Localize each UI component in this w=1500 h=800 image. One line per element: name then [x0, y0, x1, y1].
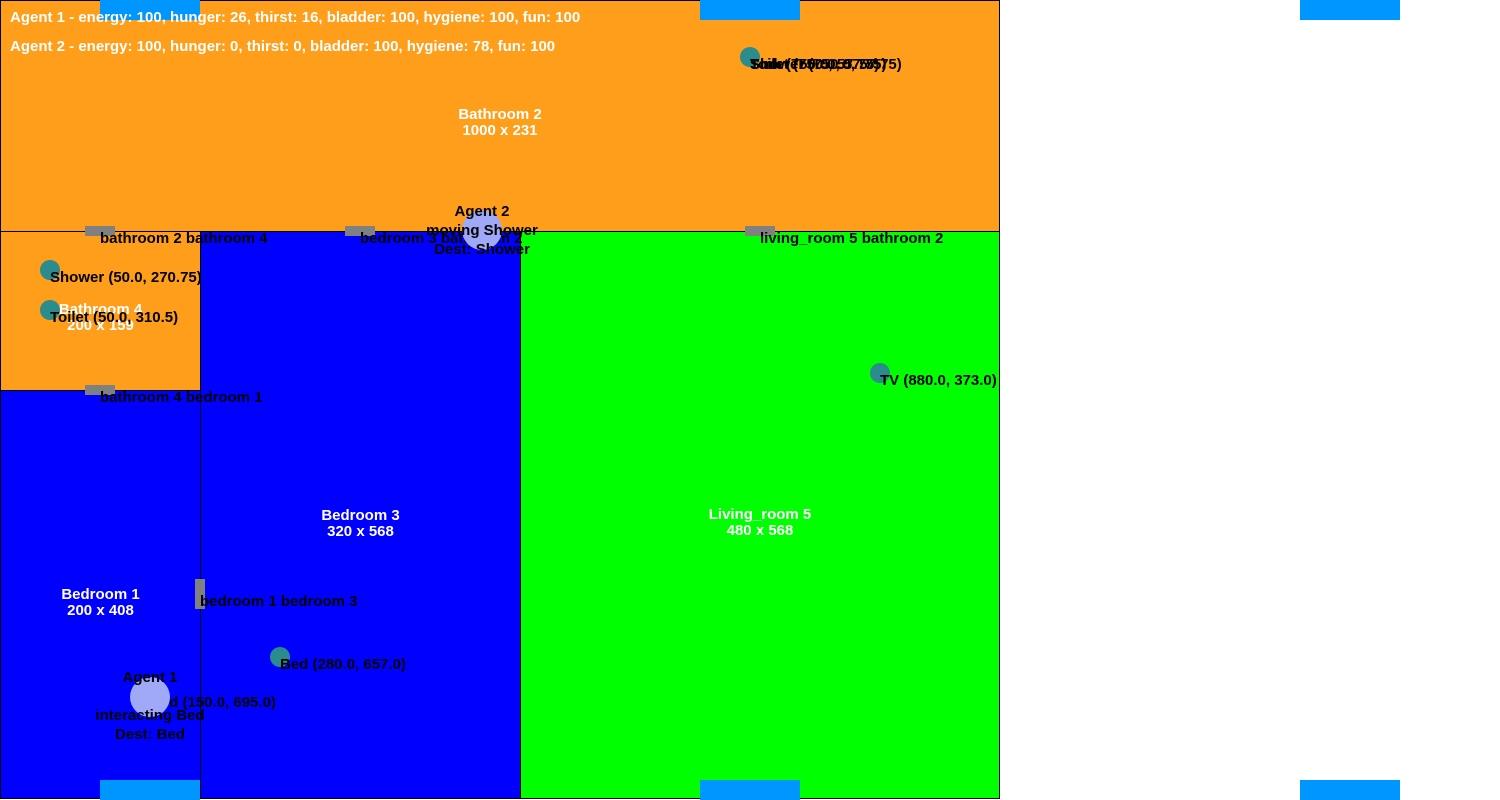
agent-1-label: Agent 1 interacting Bed Dest: Bed: [95, 668, 204, 744]
room-label: Bedroom 1 200 x 408: [1, 587, 200, 619]
door-label: bedroom 1 bedroom 3: [200, 593, 358, 610]
door-label: living_room 5 bathroom 2: [760, 230, 944, 247]
agent-state: moving Shower: [426, 222, 538, 239]
object-label: Sink (750.0, 57.75): [750, 56, 880, 73]
agent-destination: Dest: Bed: [114, 726, 185, 743]
room-living-room-5: Living_room 5 480 x 568: [520, 231, 1000, 799]
agent-state: interacting Bed: [95, 707, 205, 724]
window: [100, 780, 200, 800]
room-name: Bathroom 4: [58, 301, 143, 318]
object-label: Toilet (50.0, 310.5): [50, 309, 179, 326]
room-size: 200 x 408: [67, 602, 134, 619]
agent-destination: Dest: Shower: [434, 241, 530, 258]
window: [100, 0, 200, 20]
room-label: Bathroom 4 200 x 159: [1, 302, 200, 334]
room-size: 320 x 568: [327, 523, 394, 540]
room-size: 200 x 159: [67, 317, 134, 334]
room-size: 1000 x 231: [462, 122, 538, 139]
room-label: Bedroom 3 320 x 568: [201, 508, 520, 540]
object-label: TV (880.0, 373.0): [880, 372, 997, 389]
room-size: 480 x 568: [726, 522, 794, 539]
agent-2-label: Agent 2 moving Shower Dest: Shower: [426, 202, 538, 259]
toilet-object[interactable]: [40, 300, 60, 320]
bed-object[interactable]: [270, 647, 290, 667]
door-bedroom-1-bedroom-3[interactable]: [195, 579, 205, 609]
agent-1-avatar[interactable]: [130, 677, 170, 717]
room-label: Living_room 5 480 x 568: [521, 507, 999, 539]
door-bedroom-3-bathroom-2[interactable]: [345, 226, 375, 236]
object-label: Bed (280.0, 657.0): [280, 656, 406, 673]
room-bathroom-2: Bathroom 2 1000 x 231: [0, 0, 1000, 232]
object-label: Shower (50.0, 270.75): [50, 269, 202, 286]
window: [1300, 0, 1400, 20]
room-bathroom-4: Bathroom 4 200 x 159: [0, 231, 201, 391]
object-label: Bed (150.0, 695.0): [150, 694, 276, 711]
object-label: Toilet (750.0, 57.75): [750, 56, 887, 73]
tv-object[interactable]: [870, 363, 890, 383]
object-label: Shower (750.0, 57.75): [750, 56, 902, 73]
door-bathroom-2-bathroom-4[interactable]: [85, 226, 115, 236]
room-label: Bathroom 2 1000 x 231: [1, 107, 999, 139]
shower-object[interactable]: [40, 260, 60, 280]
agent-2-avatar[interactable]: [462, 210, 502, 250]
room-bedroom-3: Bedroom 3 320 x 568: [200, 231, 521, 799]
room-name: Bathroom 2: [458, 106, 542, 123]
room-name: Living_room 5: [708, 506, 812, 523]
window: [700, 780, 800, 800]
door-living-room-5-bathroom-2[interactable]: [745, 226, 775, 236]
door-label: bathroom 2 bathroom 4: [100, 230, 268, 247]
agent-2-status: Agent 2 - energy: 100, hunger: 0, thirst…: [10, 38, 556, 55]
agent-name: Agent 1: [122, 669, 178, 686]
window: [1300, 780, 1400, 800]
room-name: Bedroom 1: [61, 586, 140, 603]
sink-object[interactable]: [740, 47, 760, 67]
agent-name: Agent 2: [454, 203, 510, 220]
room-name: Bedroom 3: [321, 507, 400, 524]
door-label: bathroom 4 bedroom 1: [100, 389, 263, 406]
agent-1-status: Agent 1 - energy: 100, hunger: 26, thirs…: [10, 9, 581, 26]
window: [700, 0, 800, 20]
door-bathroom-4-bedroom-1[interactable]: [85, 385, 115, 395]
